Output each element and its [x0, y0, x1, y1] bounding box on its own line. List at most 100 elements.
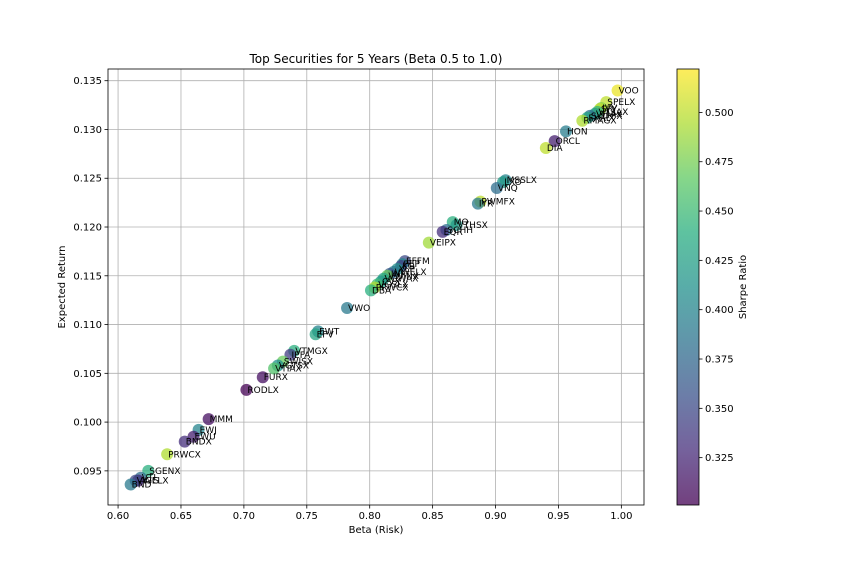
point-label: VFIAX	[596, 110, 622, 120]
point-label: XLP	[398, 265, 415, 275]
point-label: ORCL	[556, 137, 580, 147]
data-point	[240, 383, 253, 396]
point-label: VWO	[348, 304, 370, 314]
y-tick-label: 0.130	[73, 125, 102, 136]
point-label: EFV	[317, 330, 335, 340]
point-label: BNDX	[186, 438, 212, 448]
data-point	[178, 435, 191, 448]
x-tick-label: 0.80	[359, 511, 381, 522]
point-label: SCHH	[447, 226, 473, 236]
point-label: CVX	[382, 278, 401, 288]
data-points	[124, 84, 624, 491]
point-label: RODLX	[247, 386, 278, 396]
point-label: VTIAX	[275, 364, 302, 374]
colorbar-tick-label: 0.425	[705, 256, 734, 267]
x-tick-label: 1.00	[610, 511, 632, 522]
data-point	[611, 84, 624, 97]
data-point	[364, 284, 377, 297]
y-tick-label: 0.125	[73, 174, 102, 185]
point-label: LXO	[504, 178, 522, 188]
point-label: VTHSX	[458, 221, 488, 231]
point-label: SPY	[601, 105, 618, 115]
x-tick-label: 0.95	[547, 511, 569, 522]
data-point	[161, 448, 174, 461]
y-tick-label: 0.095	[73, 466, 102, 477]
point-label: VTI	[142, 474, 156, 484]
point-label: PRWCX	[376, 283, 409, 293]
point-label: VWINX	[388, 272, 419, 282]
y-tick-label: 0.115	[73, 271, 102, 282]
point-label: VGTSX	[279, 362, 309, 372]
point-label: VNQ	[498, 184, 518, 194]
data-point	[268, 362, 281, 375]
data-point	[422, 236, 435, 249]
point-label: PEP	[403, 260, 420, 270]
data-point	[490, 181, 503, 194]
y-tick-label: 0.110	[73, 320, 102, 331]
point-label: PRWCX	[168, 450, 201, 460]
point-label: SPELX	[607, 98, 635, 108]
data-point	[559, 125, 572, 138]
point-label: FURX	[264, 373, 288, 383]
x-tick-label: 0.90	[484, 511, 506, 522]
point-label: SGENX	[149, 467, 180, 477]
point-label: RMAGX	[583, 117, 616, 127]
point-labels: VOO SPELXIVVSPYVTSAXVFIAXSWPPXFXAIXRMAGXH…	[132, 86, 639, 490]
point-label: SWISX	[284, 358, 313, 368]
point-label: EQR	[444, 228, 463, 238]
point-label: VWELX	[395, 268, 427, 278]
point-label: DBA	[372, 286, 392, 296]
point-label: AGG	[139, 477, 159, 487]
data-point	[124, 478, 137, 491]
data-point	[471, 197, 484, 210]
point-label: VOO	[619, 86, 639, 96]
point-label: EWJ	[200, 426, 217, 436]
point-label: VTMGX	[295, 347, 328, 357]
x-axis-label: Beta (Risk)	[349, 525, 404, 536]
plot-frame	[107, 68, 645, 506]
data-point	[576, 114, 589, 127]
y-tick-label: 0.105	[73, 369, 102, 380]
colorbar-tick-label: 0.375	[705, 355, 734, 366]
colorbar-tick-label: 0.475	[705, 157, 734, 168]
x-tick-label: 0.75	[296, 511, 318, 522]
point-label: HON	[567, 127, 588, 137]
colorbar-tick-label: 0.400	[705, 305, 734, 316]
point-label: SWPPX	[591, 112, 623, 122]
point-label: KO	[402, 262, 415, 272]
x-tick-label: 0.70	[233, 511, 255, 522]
point-label: MMM	[210, 415, 233, 425]
point-label: FXAIX	[588, 114, 614, 124]
point-label: BND	[132, 481, 152, 491]
point-label: MSSLX	[507, 176, 537, 186]
point-label: DIA	[547, 144, 564, 154]
data-point	[256, 371, 269, 384]
point-label: EFFM	[406, 257, 430, 267]
data-point	[187, 430, 200, 443]
point-label: EWU	[195, 433, 216, 443]
y-tick-label: 0.120	[73, 223, 102, 234]
point-label: IYR	[479, 200, 493, 210]
point-label: IVV	[602, 104, 618, 114]
point-label: MO	[454, 218, 469, 228]
point-label: VEIPX	[430, 239, 456, 249]
colorbar-tick-label: 0.500	[705, 108, 734, 119]
data-point	[539, 142, 552, 155]
colorbar: 0.325 0.350 0.375 0.400 0.425 0.450 0.475 0.500…	[676, 68, 749, 506]
point-label: VTSAX	[598, 108, 628, 118]
point-label: IEFA	[291, 351, 311, 361]
x-tick-label: 0.65	[170, 511, 192, 522]
axis-ticks: 0.60 0.65 0.70 0.75 0.80 0.85 0.90 0.95 1.00 0.09…	[73, 76, 632, 522]
point-label: JNJ	[390, 270, 403, 280]
colorbar-tick-label: 0.450	[705, 207, 734, 218]
data-point	[436, 225, 449, 238]
data-point	[450, 219, 463, 232]
y-axis-label: Expected Return	[57, 245, 68, 328]
y-tick-label: 0.135	[73, 76, 102, 87]
colorbar-tick-label: 0.325	[705, 453, 734, 464]
point-label: VWELX	[137, 477, 169, 487]
point-label: PWMFX	[481, 198, 514, 208]
colorbar-ticks: 0.325 0.350 0.375 0.400 0.425 0.450 0.475 0.500	[699, 108, 734, 464]
point-label: VGSLX	[378, 281, 408, 291]
